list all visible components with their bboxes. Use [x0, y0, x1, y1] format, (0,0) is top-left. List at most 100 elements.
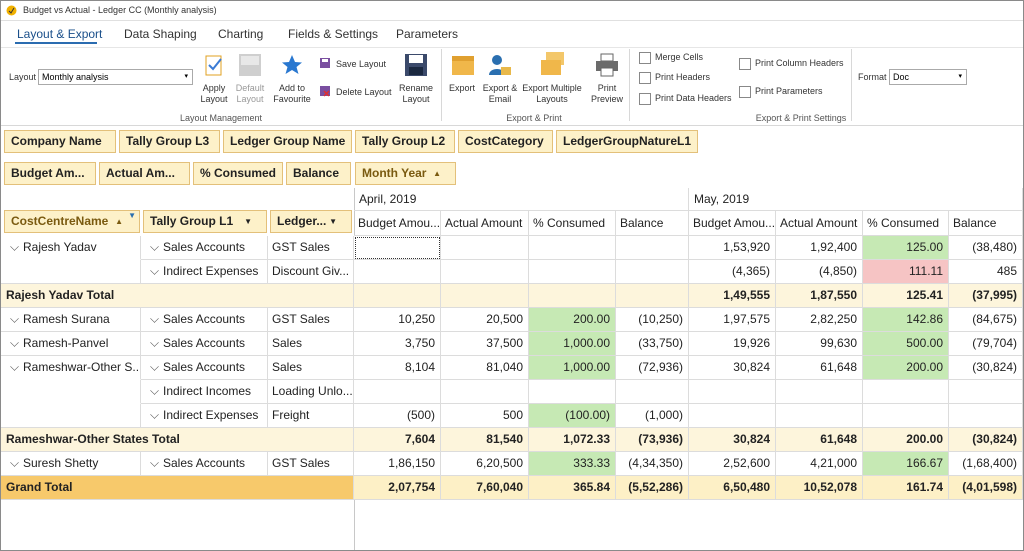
row-header: Discount Giv... — [268, 260, 354, 284]
checkbox-label[interactable]: Print Data Headers — [655, 93, 732, 103]
export-icon — [451, 53, 475, 77]
value-cell: 7,604 — [354, 428, 441, 452]
value-cell: (33,750) — [616, 332, 689, 356]
row-field-label: CostCentreName — [11, 214, 108, 228]
empty-cell — [441, 284, 529, 308]
empty-cell — [616, 260, 689, 284]
layout-value: Monthly analysis — [42, 72, 109, 82]
value-cell: (79,704) — [949, 332, 1023, 356]
value-cell: 200.00 — [529, 308, 616, 332]
row-header: Ramesh-Panvel — [1, 332, 141, 356]
save-layout[interactable]: Save Layout — [336, 59, 386, 69]
column-field[interactable]: Month Year▲ — [355, 162, 456, 185]
checkbox-label[interactable]: Print Parameters — [755, 86, 823, 96]
row-header: Sales Accounts — [141, 236, 268, 260]
month-header: April, 2019 — [354, 188, 689, 211]
value-cell: 125.41 — [863, 284, 949, 308]
value-cell: 161.74 — [863, 476, 949, 500]
value-cell: 20,500 — [441, 308, 529, 332]
checkbox[interactable] — [739, 58, 751, 70]
row-field[interactable]: Tally Group L1 ▼ — [143, 210, 267, 233]
value-cell: (100.00) — [529, 404, 616, 428]
value-cell: (30,824) — [949, 428, 1023, 452]
row-header — [1, 404, 141, 428]
format-select[interactable]: Doc▾ — [889, 69, 967, 85]
value-cell: 81,540 — [441, 428, 529, 452]
empty-cell — [863, 380, 949, 404]
empty-cell — [949, 380, 1023, 404]
data-field[interactable]: Budget Am... — [4, 162, 96, 185]
rename-layout[interactable]: Rename Layout — [394, 83, 438, 105]
ribbon-button[interactable]: Print Preview — [587, 83, 627, 105]
ribbon-button[interactable]: Export — [442, 83, 482, 94]
filter-icon: ▼ — [128, 210, 136, 226]
row-field-label: Tally Group L1 — [150, 214, 233, 228]
row-header: Suresh Shetty — [1, 452, 141, 476]
delete-layout[interactable]: Delete Layout — [336, 87, 392, 97]
ribbon-button[interactable]: Add to Favourite — [267, 83, 317, 105]
favourite-icon — [280, 53, 304, 77]
sort-arrow: ▼ — [329, 211, 337, 232]
format-value: Doc — [893, 72, 909, 82]
value-cell: (4,850) — [776, 260, 863, 284]
empty-cell — [354, 260, 441, 284]
ribbon-button[interactable]: Export & Email — [480, 83, 520, 105]
value-cell: 1,072.33 — [529, 428, 616, 452]
value-cell: 1,49,555 — [689, 284, 776, 308]
checkbox[interactable] — [739, 86, 751, 98]
filter-field[interactable]: Company Name — [4, 130, 116, 153]
value-cell: (4,365) — [689, 260, 776, 284]
multiple-icon — [540, 51, 566, 77]
tab[interactable]: Parameters — [396, 27, 458, 41]
total-label: Rajesh Yadav Total — [1, 284, 354, 308]
value-cell: 99,630 — [776, 332, 863, 356]
filter-field[interactable]: Ledger Group Name — [223, 130, 352, 153]
tab[interactable]: Data Shaping — [124, 27, 197, 41]
default-icon — [238, 53, 262, 77]
row-header: Sales Accounts — [141, 332, 268, 356]
group-caption: Export & Print Settings — [721, 113, 881, 123]
empty-cell — [776, 380, 863, 404]
filter-field[interactable]: CostCategory — [458, 130, 553, 153]
row-header: Sales Accounts — [141, 308, 268, 332]
tab[interactable]: Fields & Settings — [288, 27, 378, 41]
row-field[interactable]: CostCentreName▲▼ — [4, 210, 140, 233]
value-cell: 500.00 — [863, 332, 949, 356]
checkbox[interactable] — [639, 72, 651, 84]
value-cell: (73,936) — [616, 428, 689, 452]
value-cell: 2,52,600 — [689, 452, 776, 476]
tab[interactable]: Charting — [218, 27, 263, 41]
ribbon-button[interactable]: Default Layout — [230, 83, 270, 105]
sort-arrow: ▼ — [244, 211, 252, 232]
value-cell: 37,500 — [441, 332, 529, 356]
row-header: GST Sales — [268, 308, 354, 332]
row-header: Indirect Expenses — [141, 404, 268, 428]
row-header: Sales Accounts — [141, 452, 268, 476]
ribbon-button[interactable]: Export Multiple Layouts — [516, 83, 588, 105]
filter-field[interactable]: Tally Group L3 — [119, 130, 220, 153]
row-header: GST Sales — [268, 452, 354, 476]
checkbox-label[interactable]: Merge Cells — [655, 52, 703, 62]
checkbox[interactable] — [639, 93, 651, 105]
value-cell: 200.00 — [863, 356, 949, 380]
title-bar: Budget vs Actual - Ledger CC (Monthly an… — [1, 1, 1023, 21]
row-header: Rameshwar-Other S... — [1, 356, 141, 380]
value-cell: 8,104 — [354, 356, 441, 380]
data-field[interactable]: Balance — [286, 162, 351, 185]
value-cell: 500 — [441, 404, 529, 428]
data-field[interactable]: Actual Am... — [99, 162, 190, 185]
email-icon — [488, 53, 512, 77]
row-field[interactable]: Ledger...▼ — [270, 210, 352, 233]
layout-select[interactable]: Monthly analysis▾ — [38, 69, 193, 85]
value-cell: 1,000.00 — [529, 356, 616, 380]
checkbox[interactable] — [639, 52, 651, 64]
row-header: Freight — [268, 404, 354, 428]
filter-field[interactable]: Tally Group L2 — [355, 130, 455, 153]
tab[interactable]: Layout & Export — [17, 27, 102, 41]
empty-cell — [949, 404, 1023, 428]
data-field[interactable]: % Consumed — [193, 162, 283, 185]
checkbox-label[interactable]: Print Headers — [655, 72, 710, 82]
checkbox-label[interactable]: Print Column Headers — [755, 58, 844, 68]
filter-field[interactable]: LedgerGroupNatureL1 — [556, 130, 698, 153]
